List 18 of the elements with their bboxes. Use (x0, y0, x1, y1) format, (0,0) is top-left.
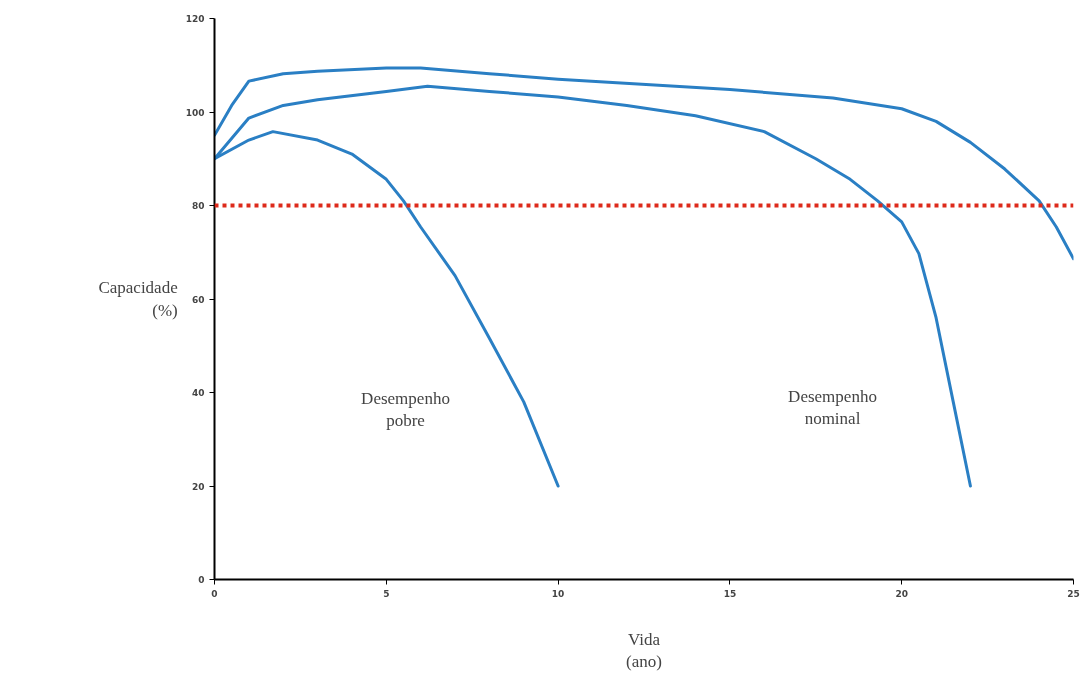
x-tick-label: 10 (551, 588, 565, 599)
x-tick-label: 25 (1067, 588, 1080, 599)
x-tick-label: 20 (895, 588, 908, 599)
y-tick-label: 40 (191, 388, 205, 398)
line-series (214, 66, 1074, 261)
x-tick-label: 15 (723, 588, 737, 599)
y-tick-label: 120 (185, 14, 205, 24)
x-tick-label: 0 (211, 588, 218, 599)
annotation: Desempenho pobre (361, 388, 450, 431)
y-tick-label: 100 (185, 107, 205, 118)
annotation: Desempenho nominal (788, 386, 877, 429)
y-tick-label: 80 (191, 201, 205, 211)
y-axis-title: Capacidade (%) (98, 278, 178, 320)
y-tick-label: 20 (191, 481, 205, 492)
x-tick-label: 5 (383, 588, 390, 599)
y-tick-label: 60 (191, 294, 205, 305)
x-axis-title: Vida (ano) (626, 629, 662, 672)
y-tick-label: 0 (198, 575, 205, 585)
